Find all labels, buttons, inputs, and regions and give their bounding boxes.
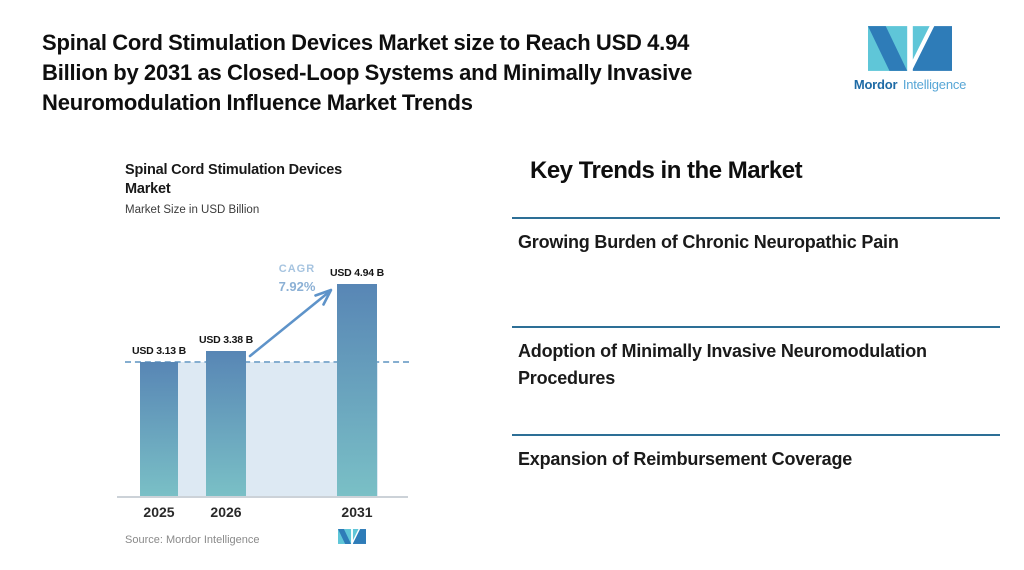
bar-2025 (140, 362, 178, 497)
cagr-value: 7.92% (278, 279, 316, 294)
bar-2031 (337, 284, 377, 497)
brand-name-primary: Mordor (853, 77, 898, 92)
chart-subtitle: Market Size in USD Billion (125, 204, 260, 216)
trend-divider (512, 217, 1000, 219)
trend-item-3: Expansion of Reimbursement Coverage (518, 449, 853, 469)
brand-logo: Mordor Intelligence (840, 26, 980, 92)
bar-value-label-2031: USD 4.94 B (329, 267, 385, 279)
page-title-line: Neuromodulation Influence Market Trends (42, 90, 473, 115)
x-tick-2031: 2031 (341, 504, 373, 520)
bar-2026 (206, 351, 246, 497)
trend-divider (512, 326, 1000, 328)
chart-title-line: Market (125, 181, 171, 197)
brand-name-secondary: Intelligence (902, 77, 967, 92)
key-trends-heading: Key Trends in the Market (530, 157, 803, 184)
bar-value-label-2026: USD 3.38 B (198, 334, 254, 346)
mordor-logo-icon (868, 26, 952, 71)
chart-title: Spinal Cord Stimulation Devices Market (125, 161, 342, 199)
trend-divider (512, 434, 1000, 436)
chart-reference-dashed-line (125, 361, 409, 363)
bar-value-label-2025: USD 3.13 B (131, 345, 187, 357)
brand-wordmark: Mordor Intelligence (840, 77, 980, 92)
x-tick-2025: 2025 (143, 504, 175, 520)
chart-source: Source: Mordor Intelligence (125, 534, 260, 546)
x-axis-line (117, 496, 408, 498)
page-title-line: Billion by 2031 as Closed-Loop Systems a… (42, 60, 693, 85)
x-tick-2026: 2026 (210, 504, 242, 520)
mordor-logo-small-icon (338, 529, 366, 544)
trend-item-2: Adoption of Minimally Invasive Neuromodu… (518, 341, 927, 388)
page-title: Spinal Cord Stimulation Devices Market s… (42, 28, 852, 118)
chart-title-line: Spinal Cord Stimulation Devices (125, 162, 342, 178)
page-title-line: Spinal Cord Stimulation Devices Market s… (42, 30, 690, 55)
cagr-arrow-icon (248, 288, 333, 358)
cagr-label: CAGR (278, 263, 316, 275)
trend-item-1: Growing Burden of Chronic Neuropathic Pa… (518, 232, 899, 252)
